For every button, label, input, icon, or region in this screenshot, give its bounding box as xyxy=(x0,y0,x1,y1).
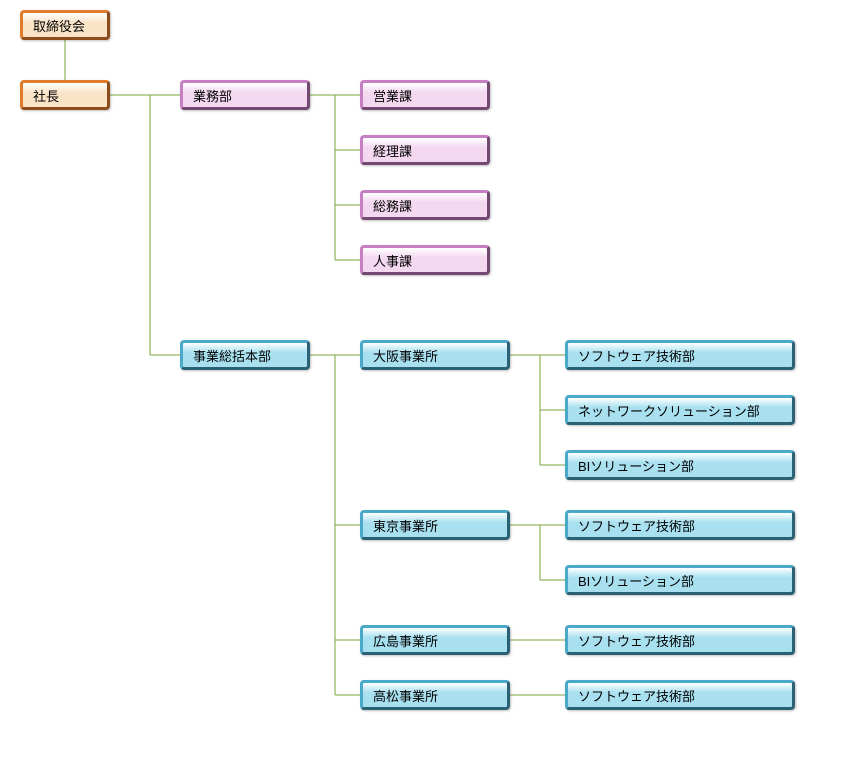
org-node-label: 社長 xyxy=(33,86,59,105)
org-node-osaka: 大阪事業所 xyxy=(360,340,510,370)
org-node-label: 広島事業所 xyxy=(373,631,438,650)
org-node-osaka-soft: ソフトウェア技術部 xyxy=(565,340,795,370)
org-node-osaka-bi: BIソリューション部 xyxy=(565,450,795,480)
org-node-tokyo-soft: ソフトウェア技術部 xyxy=(565,510,795,540)
org-node-label: 経理課 xyxy=(373,141,412,160)
org-node-tokyo: 東京事業所 xyxy=(360,510,510,540)
org-node-label: ソフトウェア技術部 xyxy=(578,346,695,365)
org-node-label: 事業総括本部 xyxy=(193,346,271,365)
org-node-takamatsu-soft: ソフトウェア技術部 xyxy=(565,680,795,710)
org-node-tokyo-bi: BIソリューション部 xyxy=(565,565,795,595)
org-node-label: 大阪事業所 xyxy=(373,346,438,365)
org-node-soumu: 総務課 xyxy=(360,190,490,220)
org-node-eigyo: 営業課 xyxy=(360,80,490,110)
org-node-jigyo-hq: 事業総括本部 xyxy=(180,340,310,370)
org-node-label: 人事課 xyxy=(373,251,412,270)
org-node-label: 業務部 xyxy=(193,86,232,105)
org-node-jinji: 人事課 xyxy=(360,245,490,275)
org-node-label: 営業課 xyxy=(373,86,412,105)
org-node-label: 総務課 xyxy=(373,196,412,215)
org-node-president: 社長 xyxy=(20,80,110,110)
org-node-label: 取締役会 xyxy=(33,16,85,35)
org-node-label: ソフトウェア技術部 xyxy=(578,631,695,650)
org-node-label: BIソリューション部 xyxy=(578,571,694,590)
org-node-board: 取締役会 xyxy=(20,10,110,40)
org-node-hiroshima-soft: ソフトウェア技術部 xyxy=(565,625,795,655)
org-node-label: ソフトウェア技術部 xyxy=(578,686,695,705)
org-node-label: ソフトウェア技術部 xyxy=(578,516,695,535)
org-node-gyomu: 業務部 xyxy=(180,80,310,110)
org-node-keiri: 経理課 xyxy=(360,135,490,165)
org-chart: 取締役会社長業務部営業課経理課総務課人事課事業総括本部大阪事業所ソフトウェア技術… xyxy=(0,0,850,760)
org-node-label: 東京事業所 xyxy=(373,516,438,535)
org-node-label: ネットワークソリューション部 xyxy=(578,401,760,420)
org-node-hiroshima: 広島事業所 xyxy=(360,625,510,655)
org-node-takamatsu: 高松事業所 xyxy=(360,680,510,710)
org-node-label: 高松事業所 xyxy=(373,686,438,705)
org-node-osaka-net: ネットワークソリューション部 xyxy=(565,395,795,425)
org-node-label: BIソリューション部 xyxy=(578,456,694,475)
